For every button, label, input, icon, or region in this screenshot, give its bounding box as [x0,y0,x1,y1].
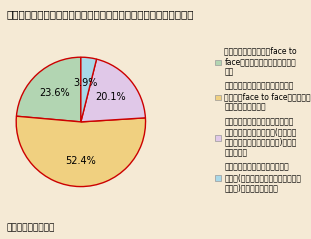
Wedge shape [16,116,146,187]
Text: 問　あなたの生活における価値観として、近いものはどれですか。: 問 あなたの生活における価値観として、近いものはどれですか。 [6,10,194,20]
Text: 52.4%: 52.4% [65,156,96,166]
Wedge shape [81,59,146,122]
Wedge shape [16,57,81,122]
Text: 20.1%: 20.1% [95,92,126,102]
Wedge shape [81,57,96,122]
Legend: 人との付き合いには、face to
face（対面）で会う場が必要で
ある, どちらかと言えば、人との付き合
いには、face to face（対面）で
会う場: 人との付き合いには、face to face（対面）で会う場が必要で ある, ど… [215,47,311,192]
Text: 3.9%: 3.9% [73,78,98,88]
Text: 資料）　国土交通省: 資料） 国土交通省 [6,223,55,232]
Text: 23.6%: 23.6% [39,88,70,98]
